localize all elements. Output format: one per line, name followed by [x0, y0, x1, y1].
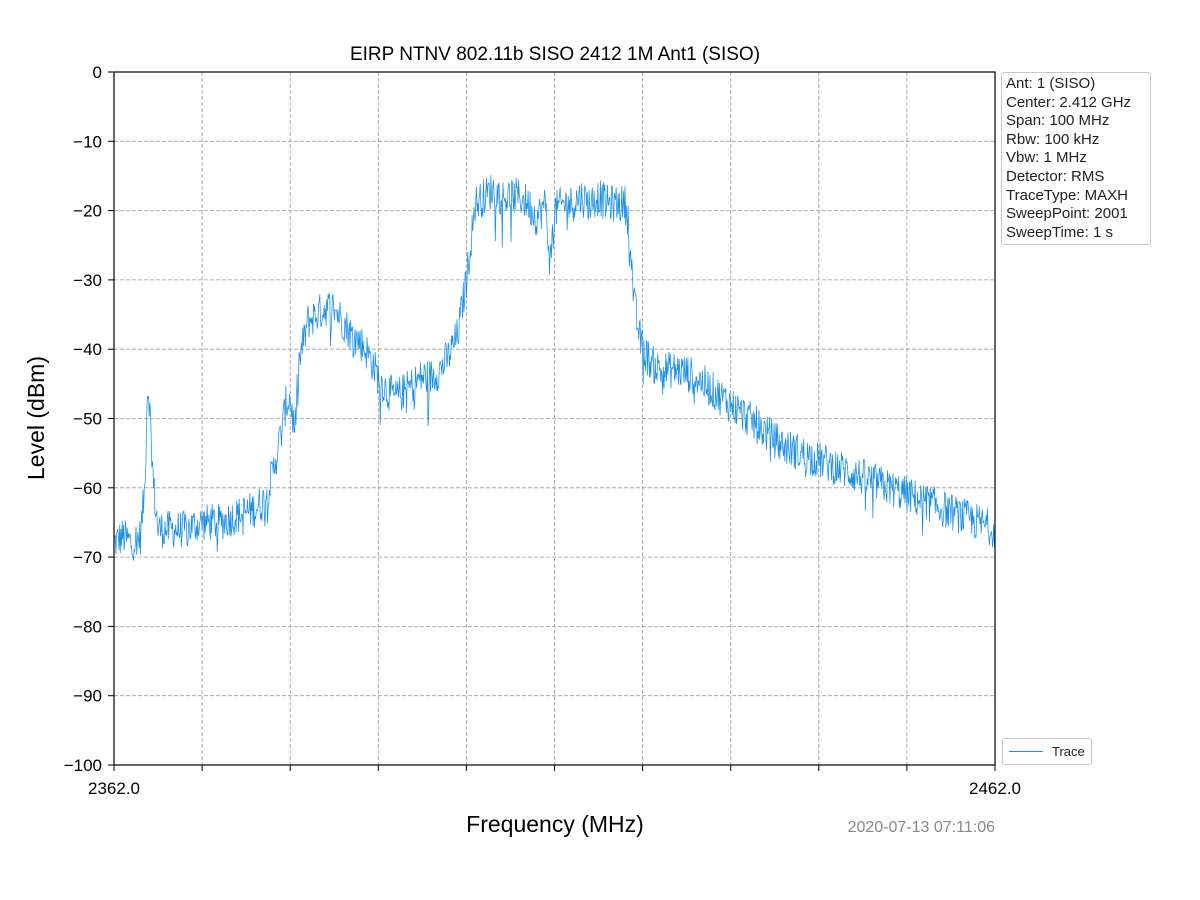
- info-line: Rbw: 100 kHz: [1006, 130, 1100, 148]
- y-tick-label: 0: [93, 63, 102, 82]
- measurement-info-box: Ant: 1 (SISO) Center: 2.412 GHz Span: 100 …: [1001, 72, 1151, 246]
- timestamp: 2020-07-13 07:11:06: [848, 819, 995, 836]
- info-line: Span: 100 MHz: [1006, 112, 1110, 130]
- chart-title: EIRP NTNV 802.11b SISO 2412 1M Ant1 (SIS…: [350, 44, 760, 65]
- y-axis-label: Level (dBm): [23, 356, 49, 480]
- y-tick-label: −40: [73, 340, 102, 359]
- info-line: SweepPoint: 2001: [1006, 205, 1128, 223]
- y-tick-label: −100: [64, 756, 102, 775]
- info-line: Vbw: 1 MHz: [1006, 149, 1087, 167]
- legend-label: Trace: [1052, 744, 1085, 759]
- x-tick-label: 2462.0: [969, 779, 1021, 798]
- x-axis-label: Frequency (MHz): [466, 811, 644, 837]
- y-tick-label: −50: [73, 410, 102, 429]
- info-line: SweepTime: 1 s: [1006, 223, 1113, 241]
- legend-line-swatch: [1009, 751, 1043, 752]
- info-line: TraceType: MAXH: [1006, 186, 1128, 204]
- info-line: Center: 2.412 GHz: [1006, 93, 1132, 111]
- trace-line: [114, 175, 995, 561]
- info-line: Ant: 1 (SISO): [1006, 75, 1096, 92]
- y-tick-label: −70: [73, 548, 102, 567]
- ticks: 2362.0 2462.0 0 −10 −20 −30 −40 −50 −60 −70 −80 −90…: [64, 63, 1021, 798]
- grid: [114, 72, 995, 765]
- y-tick-label: −30: [73, 271, 102, 290]
- y-tick-label: −80: [73, 617, 102, 636]
- x-tick-label: 2362.0: [88, 779, 140, 798]
- y-tick-label: −60: [73, 479, 102, 498]
- legend: Trace: [1002, 738, 1092, 765]
- y-tick-label: −20: [73, 202, 102, 221]
- y-tick-label: −90: [73, 687, 102, 706]
- info-line: Detector: RMS: [1006, 167, 1105, 185]
- y-tick-label: −10: [73, 132, 102, 151]
- trace-layer: [114, 175, 995, 561]
